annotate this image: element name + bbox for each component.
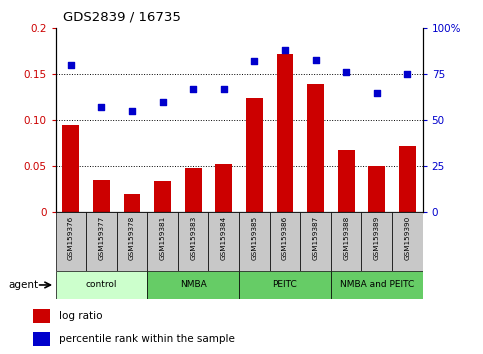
Bar	[361, 212, 392, 271]
Bar	[117, 212, 147, 271]
Bar	[331, 212, 361, 271]
Text: GSM159381: GSM159381	[159, 215, 166, 259]
Point	[373, 90, 381, 96]
Bar	[270, 212, 300, 271]
Bar	[300, 212, 331, 271]
Text: NMBA: NMBA	[180, 280, 207, 290]
Text: GSM159383: GSM159383	[190, 215, 196, 259]
Bar	[154, 181, 171, 212]
Bar	[56, 212, 86, 271]
Bar	[209, 212, 239, 271]
Text: GSM159390: GSM159390	[404, 215, 411, 259]
Point	[159, 99, 167, 105]
Bar	[178, 212, 209, 271]
Text: GSM159378: GSM159378	[129, 215, 135, 259]
Text: GSM159384: GSM159384	[221, 215, 227, 259]
Bar	[33, 332, 50, 346]
Text: log ratio: log ratio	[59, 311, 102, 321]
Bar	[246, 98, 263, 212]
Text: GSM159385: GSM159385	[251, 215, 257, 259]
Text: GSM159387: GSM159387	[313, 215, 319, 259]
Text: GDS2839 / 16735: GDS2839 / 16735	[63, 11, 181, 24]
Bar	[307, 84, 324, 212]
Text: GSM159388: GSM159388	[343, 215, 349, 259]
Point	[312, 57, 319, 62]
Text: PEITC: PEITC	[272, 280, 298, 290]
Bar	[239, 212, 270, 271]
Point	[98, 105, 105, 110]
Bar	[93, 180, 110, 212]
Bar	[56, 271, 147, 299]
Point	[281, 47, 289, 53]
Bar	[147, 212, 178, 271]
Bar	[277, 54, 293, 212]
Point	[189, 86, 197, 92]
Text: percentile rank within the sample: percentile rank within the sample	[59, 334, 235, 344]
Text: GSM159376: GSM159376	[68, 215, 74, 259]
Bar	[86, 212, 117, 271]
Bar	[124, 194, 141, 212]
Text: NMBA and PEITC: NMBA and PEITC	[340, 280, 414, 290]
Text: agent: agent	[9, 280, 39, 290]
Text: GSM159389: GSM159389	[374, 215, 380, 259]
Bar	[147, 271, 239, 299]
Bar	[338, 150, 355, 212]
Bar	[215, 164, 232, 212]
Text: control: control	[85, 280, 117, 290]
Bar	[399, 146, 416, 212]
Bar	[62, 125, 79, 212]
Bar	[392, 212, 423, 271]
Bar	[33, 309, 50, 323]
Point	[342, 70, 350, 75]
Point	[403, 72, 411, 77]
Bar	[369, 166, 385, 212]
Point	[220, 86, 227, 92]
Text: GSM159377: GSM159377	[99, 215, 104, 259]
Point	[67, 62, 75, 68]
Point	[128, 108, 136, 114]
Bar	[185, 168, 201, 212]
Bar	[331, 271, 423, 299]
Text: GSM159386: GSM159386	[282, 215, 288, 259]
Bar	[239, 271, 331, 299]
Point	[251, 59, 258, 64]
